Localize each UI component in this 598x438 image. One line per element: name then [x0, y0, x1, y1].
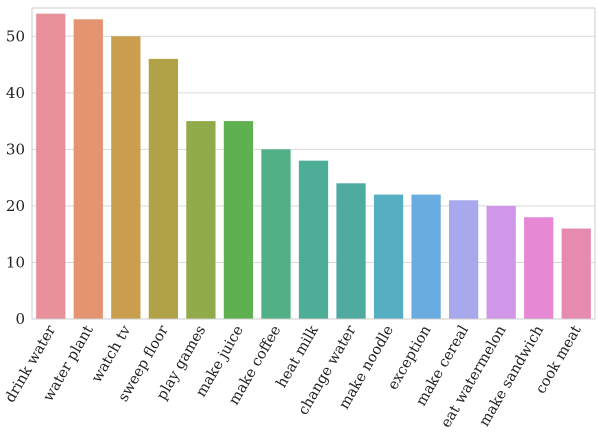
bar-make-coffee [261, 149, 291, 319]
bar-watch-tv [111, 36, 141, 319]
bar-water-plant [73, 19, 103, 320]
y-tick-label: 30 [6, 140, 25, 158]
y-tick-labels: 0 10 20 30 40 50 [6, 27, 25, 328]
bar-eat-watermelon [486, 205, 516, 319]
bar-make-cereal [448, 200, 479, 319]
bars [36, 13, 591, 320]
bar-sweep-floor [148, 58, 179, 320]
bar-change-water [336, 183, 366, 319]
bar-play-games [186, 121, 216, 319]
y-tick-label: 20 [6, 197, 25, 215]
y-tick-label: 0 [15, 310, 25, 328]
y-tick-label: 40 [6, 84, 25, 102]
y-tick-label: 10 [6, 253, 25, 271]
bar-make-sandwich [524, 217, 554, 319]
bar-heat-milk [298, 160, 329, 319]
y-tick-label: 50 [6, 27, 25, 45]
bar-make-noodle [373, 194, 404, 319]
bar-cook-meat [561, 228, 591, 319]
axes [31, 7, 596, 320]
bar-drink-water [36, 13, 66, 320]
bar-exception [411, 194, 441, 319]
bar-make-juice [223, 121, 254, 319]
